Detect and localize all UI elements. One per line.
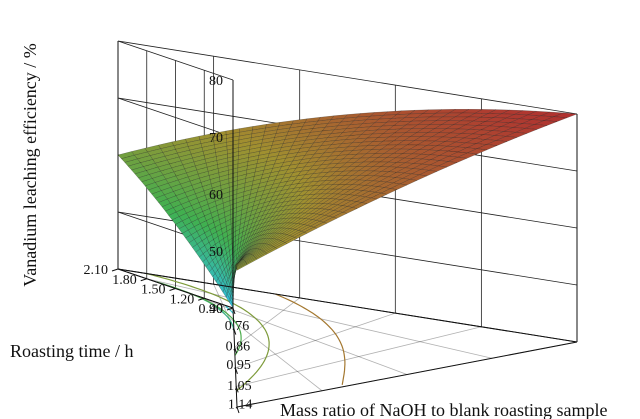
response-surface <box>117 109 578 309</box>
contour-line <box>225 305 234 314</box>
y-tick-mark <box>140 278 147 282</box>
floor-grid-line <box>235 312 396 369</box>
x-tick-label: 0.86 <box>226 340 251 355</box>
z-tick-label: 80 <box>209 74 223 89</box>
z-tick-label: 70 <box>209 131 223 146</box>
y-tick-label: 0.90 <box>199 302 224 317</box>
x-tick-mark <box>233 328 237 335</box>
y-tick-mark <box>169 288 176 291</box>
y-tick-mark <box>111 268 119 272</box>
y-tick-label: 1.20 <box>170 292 195 307</box>
y-tick-label: 2.10 <box>84 263 109 278</box>
floor-grid-line <box>236 326 482 387</box>
x-axis-label: Mass ratio of NaOH to blank roasting sam… <box>280 400 607 419</box>
z-grid-line <box>117 40 578 115</box>
x-tick-mark <box>232 307 236 315</box>
x-tick-label: 0.95 <box>226 358 251 373</box>
x-tick-mark <box>236 406 240 414</box>
floor-contours <box>145 272 346 392</box>
y-tick-mark <box>226 307 234 311</box>
x-tick-label: 1.05 <box>227 379 252 394</box>
frame-edge <box>232 307 238 408</box>
x-tick-mark <box>234 347 238 354</box>
y-tick-mark <box>198 297 205 301</box>
floor-grid-line <box>175 288 408 375</box>
y-axis-label: Roasting time / h <box>10 341 134 361</box>
y-tick-label: 1.50 <box>141 283 166 298</box>
z-tick-label: 40 <box>209 302 223 317</box>
surface-patch <box>236 263 248 271</box>
tick-labels: 40 50 60 70 80 0.90 1.20 1.50 1.802.10 0.76 0.86 0.… <box>84 74 254 419</box>
axis-frame <box>117 41 578 408</box>
x-tick-label: 0.76 <box>225 319 250 334</box>
z-tick-label: 50 <box>209 245 223 260</box>
floor-grid-line <box>234 297 300 348</box>
z-tick-label: 60 <box>209 188 223 203</box>
x-tick-label: 1.14 <box>228 397 253 412</box>
frame-edge <box>236 341 578 408</box>
x-tick-mark <box>234 367 238 374</box>
z-axis-label: Vanadium leaching efficiency / % <box>20 43 40 287</box>
contour-line <box>145 272 270 392</box>
x-tick-mark <box>235 386 239 393</box>
frame-edge <box>117 268 578 343</box>
y-tick-label: 1.80 <box>112 273 137 288</box>
contour-line <box>274 293 346 386</box>
